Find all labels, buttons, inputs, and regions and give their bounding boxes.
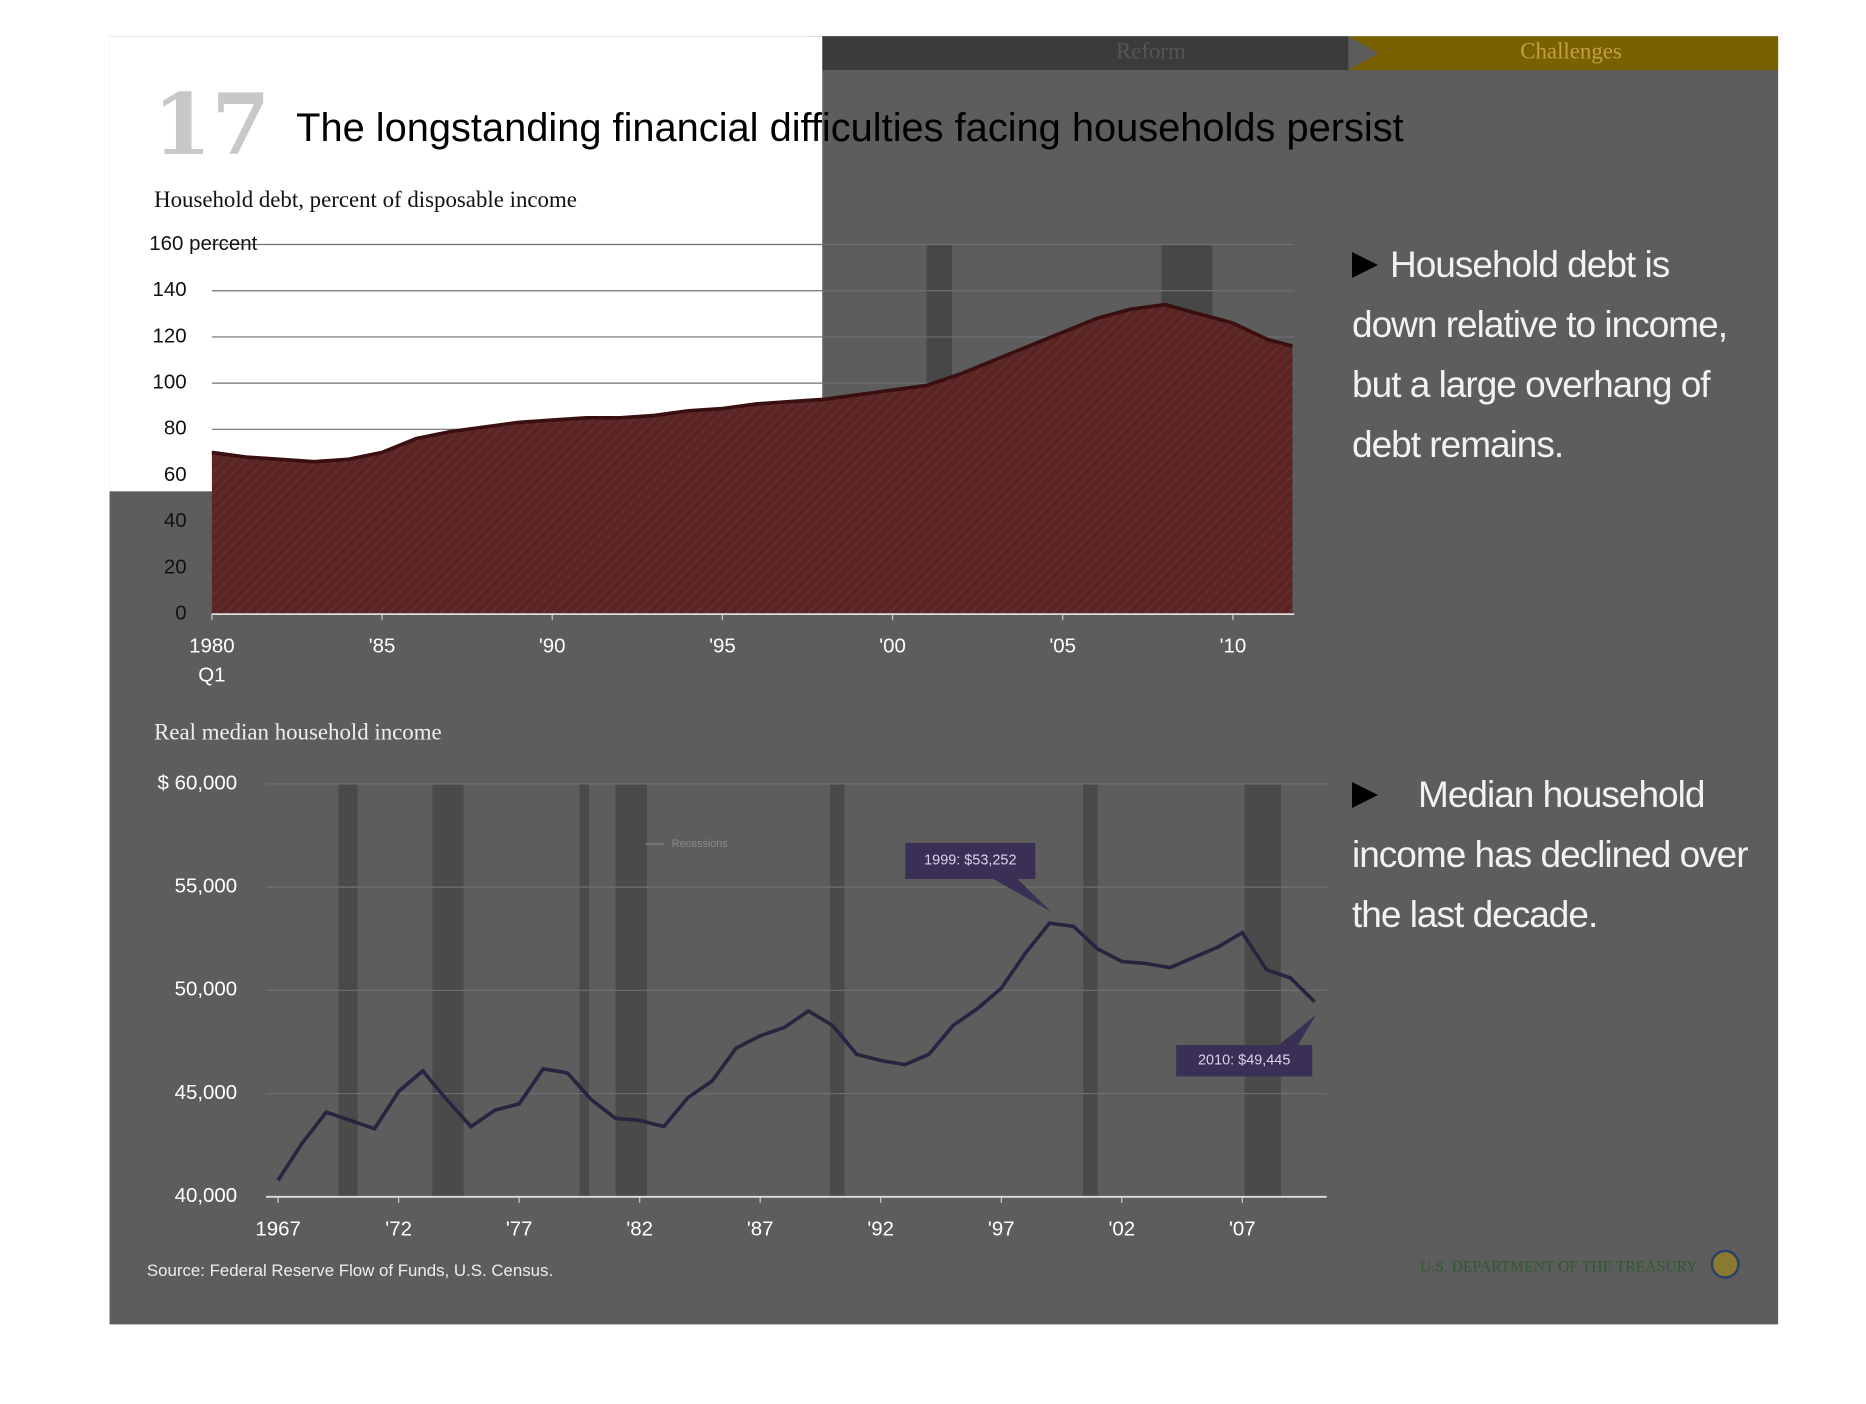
x-tick-label: '95: [709, 635, 736, 658]
y-tick-label: 20: [164, 555, 187, 578]
bullet: [1352, 782, 1378, 808]
source: Source: Federal Reserve Flow of Funds, U…: [147, 1261, 553, 1280]
callout-label: 1999: $53,252: [924, 853, 1016, 869]
x-tick-label: 1980 Q1: [189, 635, 235, 687]
y-tick-label: 0: [175, 602, 186, 625]
x-tick-label: '02: [1108, 1217, 1135, 1240]
nav-tab: [806, 36, 1349, 70]
nav-label: Reform: [1116, 38, 1186, 63]
y-tick-label: 55,000: [175, 875, 238, 898]
x-tick-label: '10: [1220, 635, 1247, 658]
x-tick-label: '85: [369, 635, 396, 658]
y-tick-label: 45,000: [175, 1081, 238, 1104]
y-tick-label: 50,000: [175, 978, 238, 1001]
y-tick-label: 160 percent: [149, 232, 257, 255]
x-tick-label: '05: [1049, 635, 1076, 658]
note: Household debt is down relative to incom…: [1352, 235, 1752, 475]
chart-title: Household debt, percent of disposable in…: [154, 187, 577, 212]
x-tick-label: '82: [626, 1217, 653, 1240]
y-tick-label: 60: [164, 463, 187, 486]
slide-number: 17: [153, 75, 270, 174]
nav-tab: [1348, 36, 1779, 70]
x-tick-label: '87: [747, 1217, 774, 1240]
x-tick-line: 1980: [189, 635, 235, 658]
x-tick-label: '72: [385, 1217, 412, 1240]
legend-label: Recessions: [672, 838, 729, 850]
note: Median household income has declined ove…: [1352, 765, 1752, 945]
x-tick-label: '97: [988, 1217, 1015, 1240]
x-tick-label: 1967: [255, 1217, 301, 1240]
callout: [1176, 1045, 1313, 1077]
y-tick-label: 100: [152, 371, 186, 394]
y-tick-label: 40: [164, 509, 187, 532]
area: [211, 304, 1293, 615]
x-tick-label: '77: [506, 1217, 533, 1240]
callout-pointer: [1278, 1015, 1316, 1046]
x-tick-label: '07: [1229, 1217, 1256, 1240]
x-tick-label: '00: [879, 635, 906, 658]
callout-label: 2010: $49,445: [1198, 1053, 1290, 1069]
y-tick-label: 80: [164, 417, 187, 440]
y-tick-label: 120: [152, 324, 186, 347]
line: [276, 921, 1316, 1182]
note-text: Household debt is down relative to incom…: [1352, 244, 1728, 465]
x-tick-label: '92: [867, 1217, 894, 1240]
y-tick-label: 40,000: [175, 1184, 238, 1207]
x-tick-label: '90: [539, 635, 566, 658]
slide-title: The longstanding financial difficulties …: [296, 106, 1404, 150]
seal: [1710, 1249, 1740, 1279]
area-line: [211, 302, 1293, 464]
footer: U.S. DEPARTMENT OF THE TREASURY: [1420, 1258, 1697, 1275]
bullet: [1352, 252, 1378, 278]
y-tick-label: $ 60,000: [158, 771, 238, 794]
chart-title: Real median household income: [154, 719, 442, 744]
y-tick-label: 140: [152, 278, 186, 301]
callout: [905, 842, 1036, 879]
nav-label: Challenges: [1520, 38, 1622, 63]
x-tick-line: Q1: [198, 664, 225, 687]
note-text: Median household income has declined ove…: [1352, 774, 1749, 935]
